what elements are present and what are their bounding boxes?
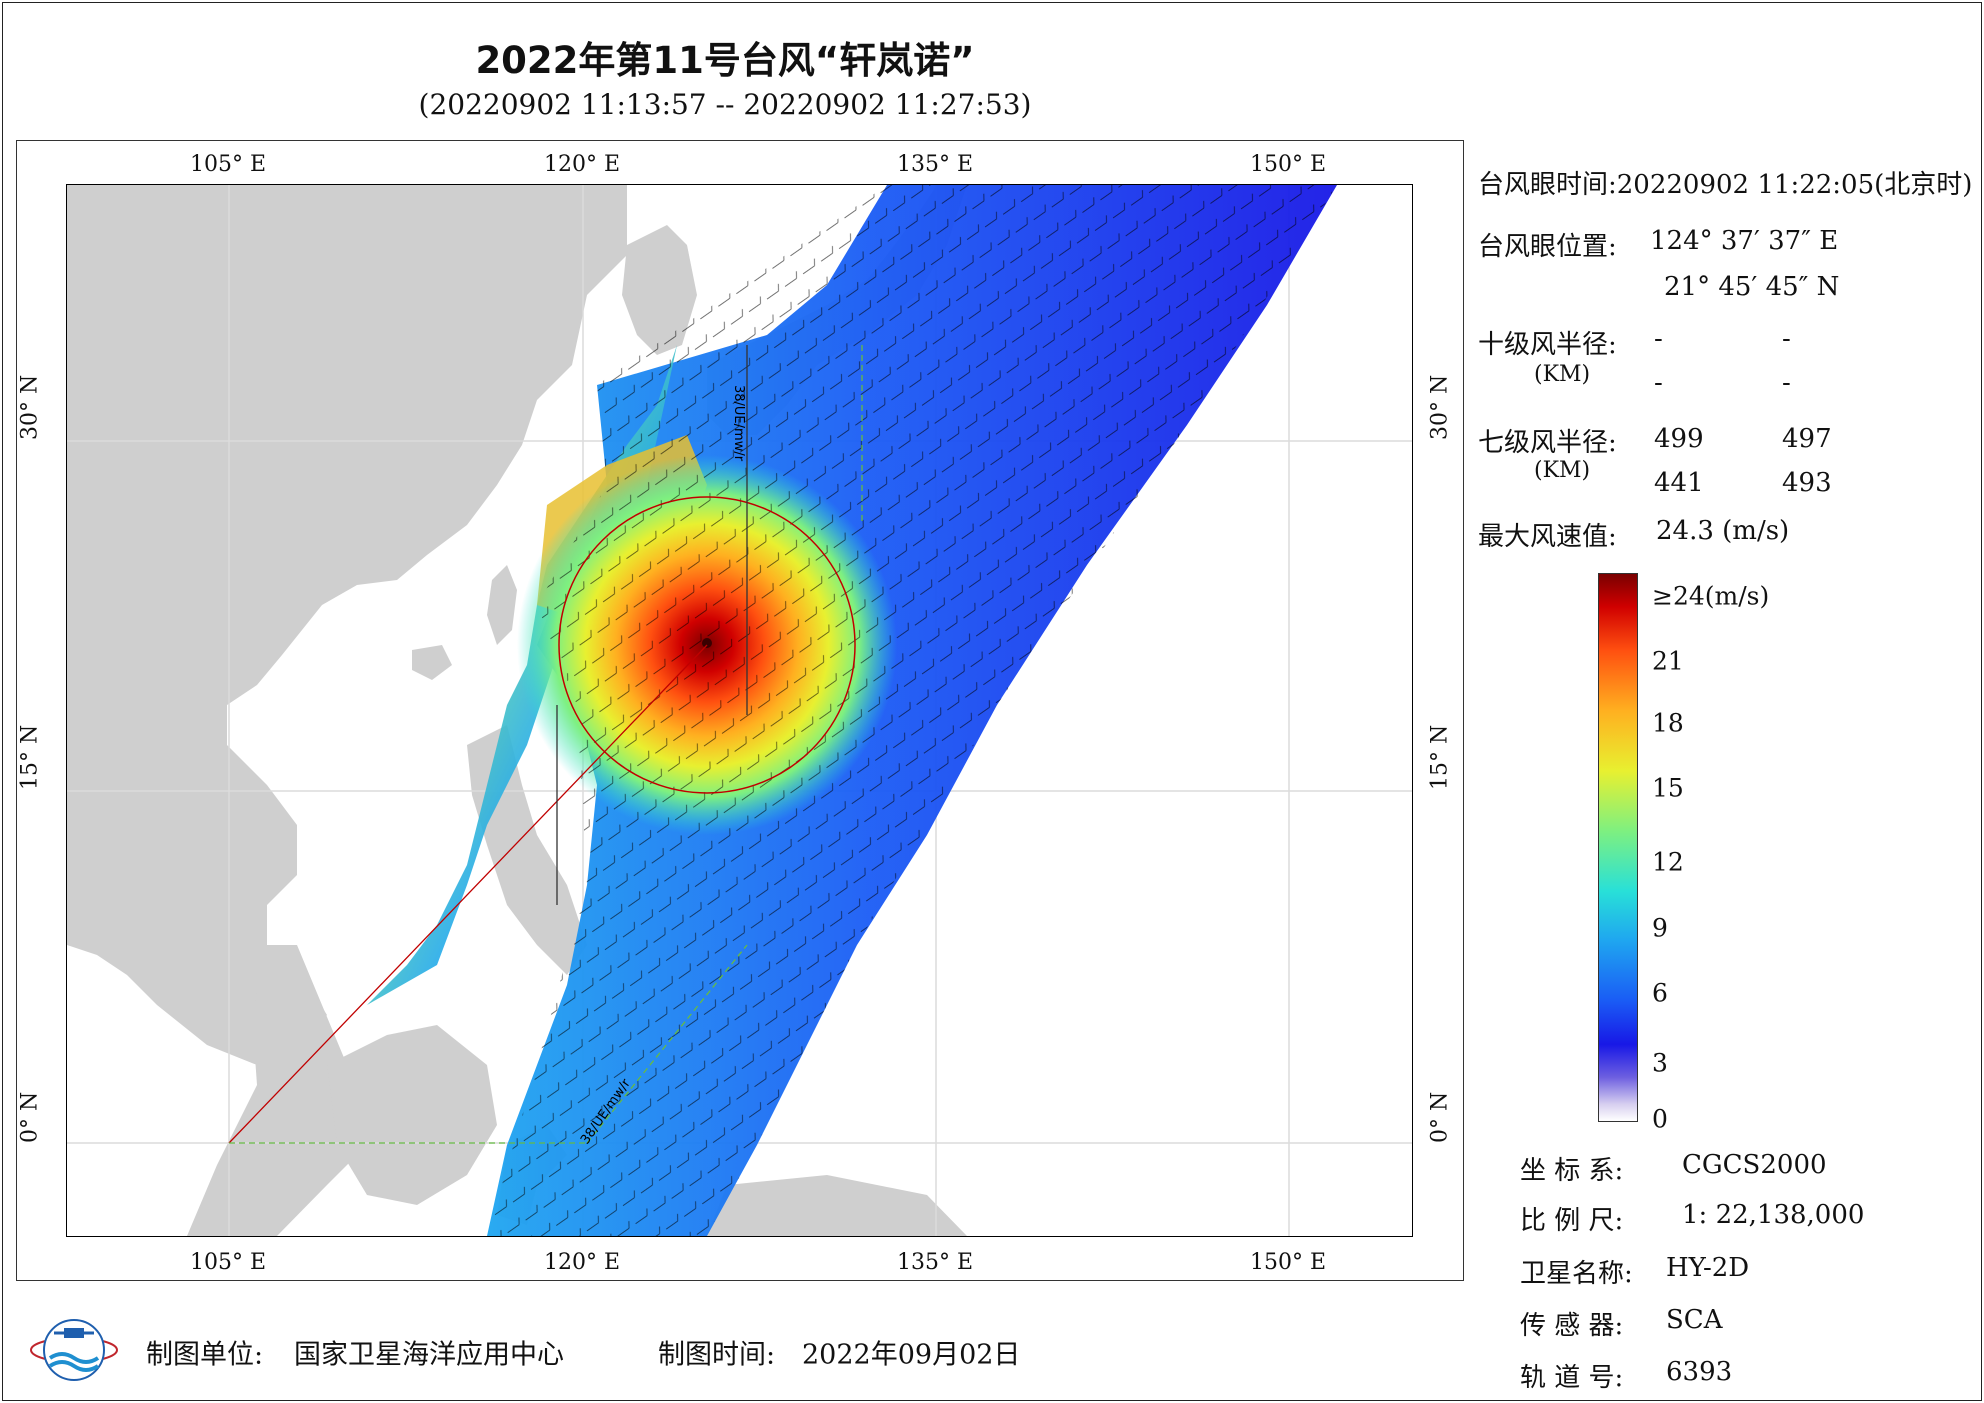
lon-tick-top-105: 105° E	[189, 152, 267, 177]
orbit-label: 轨 道 号:	[1520, 1363, 1624, 1393]
eye-time-row: 台风眼时间:20220902 11:22:05(北京时)	[1478, 164, 1972, 201]
r10-value-1: -	[1654, 324, 1663, 354]
sensor-label: 传 感 器:	[1520, 1311, 1624, 1341]
colorbar-label-12: 12	[1652, 847, 1684, 877]
map-frame	[16, 140, 1464, 1281]
eye-time-value: 20220902 11:22:05(北京时)	[1616, 170, 1973, 200]
r10-value-2: -	[1782, 324, 1791, 354]
lon-tick-bottom-120: 120° E	[543, 1250, 621, 1275]
lat-tick-right-15: 15° N	[1427, 724, 1453, 790]
scale-value: 1: 22,138,000	[1682, 1200, 1865, 1230]
eye-longitude: 124° 37′ 37″ E	[1650, 226, 1839, 256]
r7-value-3: 441	[1654, 468, 1704, 498]
r7-unit: (KM)	[1534, 458, 1591, 483]
eye-latitude: 21° 45′ 45″ N	[1664, 272, 1840, 302]
r7-value-2: 497	[1782, 424, 1832, 454]
satellite-track-lines	[228, 345, 863, 1144]
lat-tick-right-30: 30° N	[1427, 374, 1453, 440]
colorbar-label-21: 21	[1652, 646, 1684, 676]
crs-label: 坐 标 系:	[1520, 1156, 1624, 1186]
r10-value-3: -	[1654, 368, 1663, 398]
eye-position-label: 台风眼位置:	[1478, 232, 1617, 262]
producer-label: 制图单位:	[146, 1339, 264, 1371]
satellite-label: 卫星名称:	[1520, 1259, 1633, 1289]
track-label-north: 38/UE/mw/r	[731, 385, 746, 462]
production-date-value: 2022年09月02日	[802, 1339, 1021, 1371]
lat-tick-left-15: 15° N	[17, 724, 43, 790]
sensor-value: SCA	[1666, 1305, 1723, 1335]
colorbar-label-3: 3	[1652, 1048, 1668, 1078]
r7-label: 七级风半径:	[1478, 428, 1617, 458]
typhoon-eye-marker	[702, 638, 712, 648]
r7-value-1: 499	[1654, 424, 1704, 454]
agency-logo-icon	[30, 1319, 118, 1381]
max-wind-label: 最大风速值:	[1478, 522, 1617, 552]
scale-label: 比 例 尺:	[1520, 1206, 1624, 1236]
wind-field-map: 38/UE/mw/r 38/UE/mw/r	[67, 185, 1412, 1236]
r10-label: 十级风半径:	[1478, 330, 1617, 360]
producer-value: 国家卫星海洋应用中心	[294, 1339, 564, 1371]
wind-barbs	[487, 185, 1337, 1236]
crs-value: CGCS2000	[1682, 1150, 1827, 1180]
lon-tick-bottom-105: 105° E	[189, 1250, 267, 1275]
colorbar-label-0: 0	[1652, 1104, 1668, 1134]
lat-tick-right-0: 0° N	[1427, 1091, 1453, 1143]
lat-tick-left-0: 0° N	[17, 1091, 43, 1143]
colorbar-label-9: 9	[1652, 913, 1668, 943]
production-date-label: 制图时间:	[658, 1339, 776, 1371]
wind-radius-circle	[558, 496, 856, 794]
map-subtitle: (20220902 11:13:57 -- 20220902 11:27:53)	[418, 88, 1032, 121]
lon-tick-bottom-135: 135° E	[896, 1250, 974, 1275]
lon-tick-top-120: 120° E	[543, 152, 621, 177]
lon-tick-top-150: 150° E	[1249, 152, 1327, 177]
wind-speed-colorbar	[1598, 573, 1638, 1122]
orbit-value: 6393	[1666, 1357, 1733, 1387]
lon-tick-bottom-150: 150° E	[1249, 1250, 1327, 1275]
colorbar-label-24: ≥24(m/s)	[1652, 581, 1770, 611]
r7-value-4: 493	[1782, 468, 1832, 498]
colorbar-label-6: 6	[1652, 978, 1668, 1008]
eye-time-label: 台风眼时间:	[1478, 170, 1617, 200]
satellite-value: HY-2D	[1666, 1253, 1750, 1283]
colorbar-label-15: 15	[1652, 773, 1684, 803]
lat-tick-left-30: 30° N	[17, 374, 43, 440]
r10-value-4: -	[1782, 368, 1791, 398]
map-area: 38/UE/mw/r 38/UE/mw/r	[66, 184, 1413, 1237]
lon-tick-top-135: 135° E	[896, 152, 974, 177]
max-wind-value: 24.3 (m/s)	[1656, 516, 1790, 546]
r10-unit: (KM)	[1534, 362, 1591, 387]
colorbar-label-18: 18	[1652, 708, 1684, 738]
map-title: 2022年第11号台风“轩岚诺”	[475, 39, 975, 82]
